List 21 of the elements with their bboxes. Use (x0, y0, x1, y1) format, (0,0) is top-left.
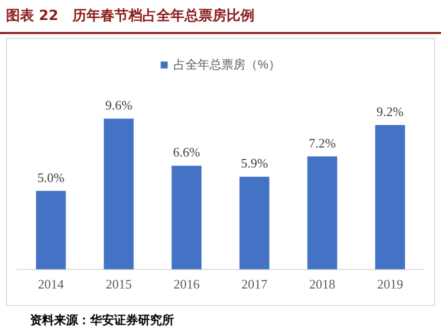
data-label: 9.2% (376, 104, 404, 119)
chart-title: 图表 22 历年春节档占全年总票房比例 (0, 0, 441, 34)
data-label: 9.6% (105, 98, 132, 113)
data-label: 5.9% (240, 156, 268, 171)
bar (307, 156, 338, 270)
x-tick-label: 2016 (174, 276, 200, 292)
x-tick-label: 2015 (106, 276, 132, 292)
x-tick-label: 2014 (38, 276, 64, 292)
legend-label: 占全年总票房（%） (174, 57, 280, 72)
data-label: 7.2% (308, 135, 336, 150)
data-label: 5.0% (37, 170, 65, 185)
bar (172, 166, 202, 270)
bar (36, 190, 66, 270)
bar (375, 124, 406, 270)
bar (104, 118, 134, 270)
x-tick-label: 2017 (241, 276, 268, 292)
data-label: 6.6% (173, 144, 200, 160)
x-tick-label: 2019 (377, 276, 404, 292)
x-tick-label: 2018 (309, 276, 336, 292)
bar (239, 176, 270, 270)
text: 资料来源：华安证券研究所 (29, 312, 175, 329)
